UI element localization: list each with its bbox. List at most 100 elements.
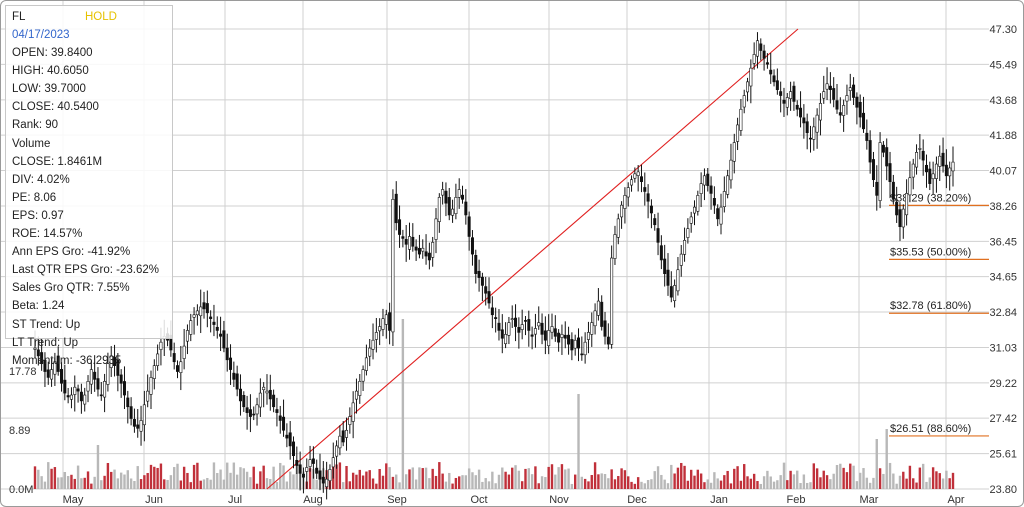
price-bar [311, 446, 315, 479]
price-bar [523, 316, 527, 336]
price-bar-body [746, 81, 750, 93]
price-bar [630, 175, 634, 192]
price-bar-body [934, 163, 938, 179]
volume-bar [282, 465, 285, 489]
price-bar [646, 184, 650, 219]
price-bar-body [563, 334, 567, 339]
price-bar [855, 92, 859, 125]
price-bar-body [93, 371, 97, 380]
price-bar [152, 359, 156, 390]
info-close: CLOSE: 40.5400 [12, 101, 99, 114]
price-bar-body [268, 389, 272, 400]
price-bar [765, 53, 769, 69]
volume-bar [441, 473, 444, 489]
price-bar [944, 149, 948, 189]
price-bar-body [858, 101, 862, 118]
price-bar-body [40, 352, 44, 365]
volume-bar [686, 480, 690, 489]
price-bar [73, 375, 77, 412]
price-bar-body [467, 216, 471, 237]
price-bar-body [338, 435, 342, 449]
price-bar [202, 291, 206, 319]
price-bar-body [679, 253, 683, 266]
price-bar [96, 367, 100, 397]
price-bar-body [590, 322, 594, 335]
price-bar [755, 32, 759, 69]
info-pe: PE: 8.06 [12, 191, 57, 204]
price-bar [308, 445, 312, 472]
price-bar-body [653, 218, 657, 226]
volume-bar [951, 472, 955, 489]
volume-bar [76, 465, 80, 489]
price-bar [384, 309, 388, 339]
price-bar [318, 453, 322, 491]
price-bar-body [888, 163, 892, 182]
volume-bar [683, 465, 686, 489]
volume-bar [239, 467, 242, 489]
price-bar [560, 324, 564, 355]
volume-bar [898, 475, 902, 489]
price-bar [583, 332, 587, 364]
price-bar [195, 304, 199, 326]
volume-bar [892, 473, 895, 489]
price-tick-label: 45.49 [989, 59, 1017, 71]
price-bar [424, 234, 428, 265]
price-bar [119, 369, 123, 398]
volume-bar [355, 474, 358, 489]
price-bar [891, 174, 895, 205]
price-bar-body [643, 187, 647, 192]
price-bar [812, 117, 816, 151]
price-bar [388, 302, 392, 345]
price-bar [643, 172, 647, 206]
volume-bar [570, 483, 574, 489]
price-bar-body [742, 95, 746, 108]
price-bar-body [905, 193, 909, 216]
price-bar-body [759, 43, 763, 51]
volume-bar [133, 480, 136, 489]
price-bar [527, 310, 531, 347]
volume-bar [517, 470, 521, 489]
price-bar-body [719, 206, 723, 225]
price-bar [898, 202, 902, 242]
price-bar [474, 249, 478, 284]
price-bar-body [868, 140, 872, 163]
volume-bar [593, 462, 597, 489]
price-bar [941, 137, 945, 173]
price-bar-body [417, 247, 421, 255]
price-bar-body [696, 195, 700, 212]
price-bar [63, 364, 67, 401]
info-lt-trend: LT Trend: Up [12, 336, 79, 349]
price-bar [142, 390, 146, 442]
price-bar [739, 99, 743, 136]
price-bar [567, 326, 571, 355]
price-bar-body [852, 84, 856, 98]
volume-bar [600, 473, 603, 489]
price-bar-body [918, 148, 922, 150]
volume-bar [259, 471, 262, 489]
price-bar-body [799, 107, 803, 118]
price-bar-body [818, 103, 822, 121]
info-eps: EPS: 0.97 [12, 209, 64, 222]
volume-bar [905, 478, 908, 489]
price-bar [351, 391, 355, 439]
price-bar [275, 397, 279, 427]
volume-bar [862, 468, 865, 489]
price-bar [543, 316, 547, 355]
info-ann-eps-gro: Ann EPS Gro: -41.92% [12, 246, 131, 259]
volume-bar [342, 482, 345, 489]
price-bar-body [580, 353, 584, 356]
month-tick-label: Jan [710, 494, 728, 506]
price-bar [722, 176, 726, 213]
price-bar-body [822, 91, 826, 99]
price-bar-body [855, 96, 859, 108]
price-bar-body [550, 326, 554, 333]
volume-bar [368, 470, 371, 489]
volume-bar [779, 475, 782, 489]
price-bar-body [99, 394, 103, 397]
volume-bar [759, 483, 762, 489]
volume-bar [756, 481, 759, 489]
price-bar [570, 332, 574, 361]
price-bar-body [79, 391, 83, 402]
price-bar [222, 320, 226, 353]
price-bar [282, 399, 286, 437]
